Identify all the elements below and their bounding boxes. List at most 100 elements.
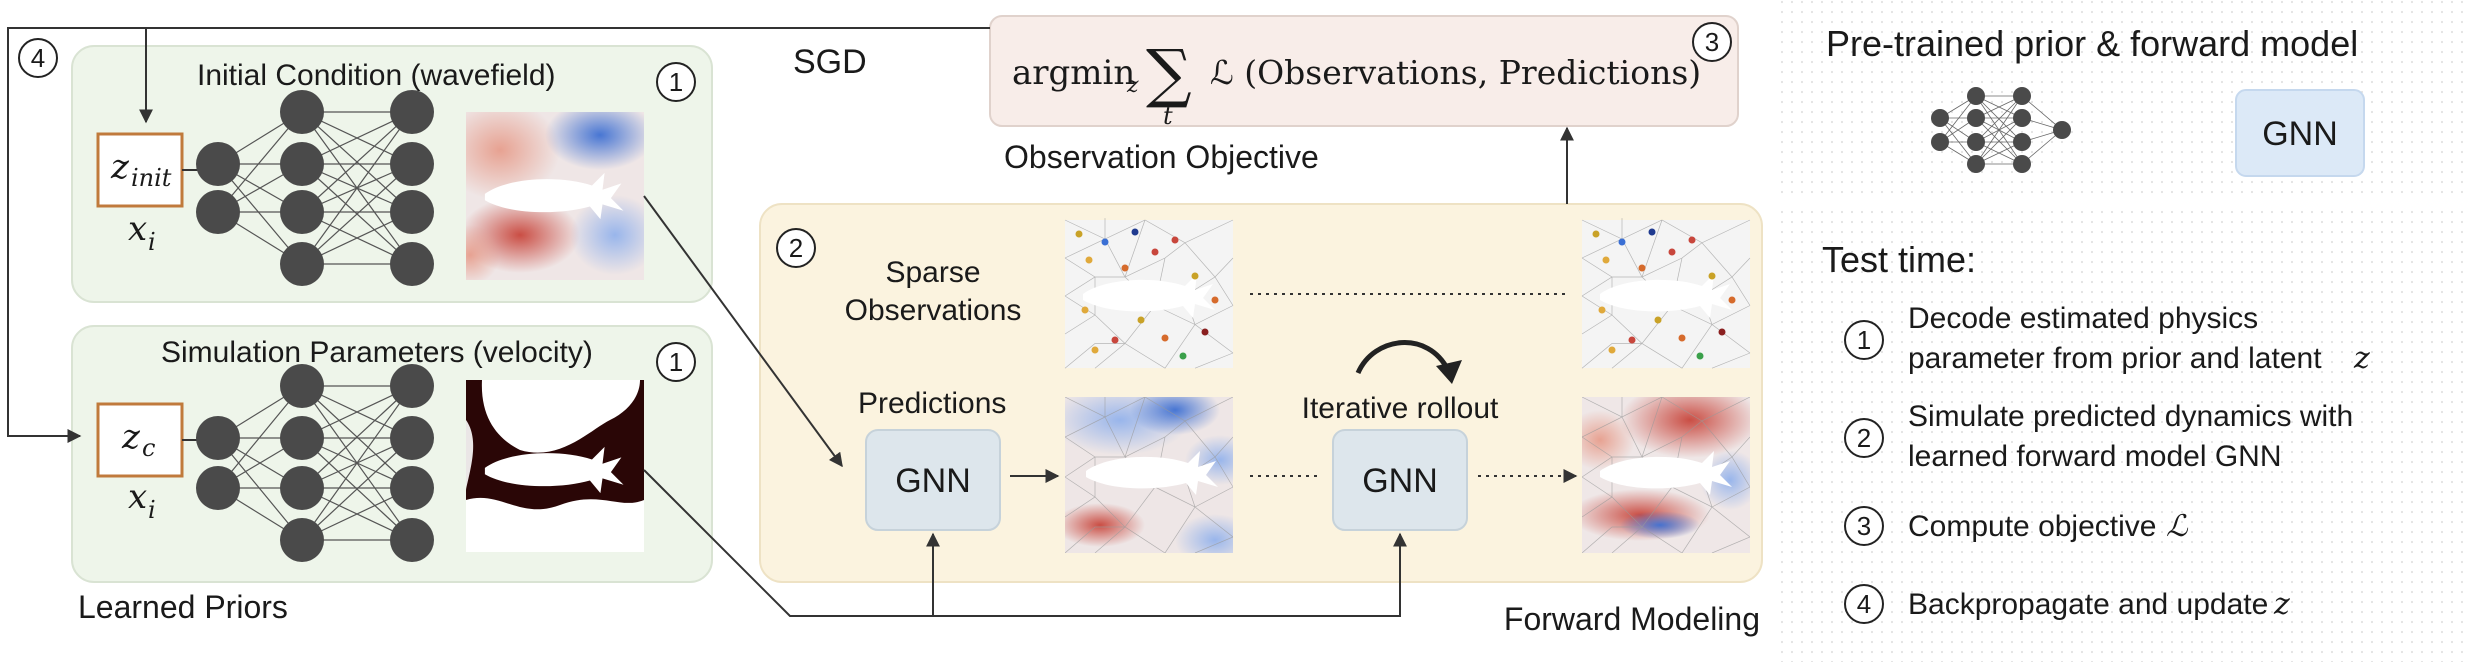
forward-modeling-label: Forward Modeling [1504, 601, 1760, 637]
step-1: 1 Decode estimated physics parameter fro… [1844, 302, 2370, 376]
network-node [1967, 133, 1985, 151]
step-2-line2: learned forward model GNN [1908, 440, 2282, 473]
step-4-marker: 4 [1857, 589, 1871, 619]
z-init-box [96, 132, 184, 208]
observation-point [1628, 336, 1636, 344]
network-edge [1939, 95, 1977, 143]
objective-formula: argmin z ∑ t ℒ (Observations, Prediction… [1012, 37, 1701, 130]
network-node [2013, 133, 2031, 151]
rollout-curve [1355, 340, 1451, 375]
observation-point [1728, 296, 1736, 304]
network-edge [1939, 117, 1977, 165]
network-edge [301, 385, 413, 489]
x-i-bottom: x [128, 477, 147, 517]
observation-point [1081, 306, 1089, 314]
wavefield-image [466, 112, 644, 280]
network-node [2013, 87, 2031, 105]
step-4-line1: Backpropagate and update [1908, 588, 2268, 621]
observation-point [1121, 264, 1129, 272]
objective-marker: 3 [1705, 27, 1719, 57]
rollout-arrowhead [1436, 360, 1462, 384]
step-2: 2 Simulate predicted dynamics with learn… [1844, 400, 2353, 473]
observation-point [1678, 334, 1686, 342]
z-c-symbol: z [121, 417, 141, 457]
network-node [280, 466, 324, 510]
initial-condition-title: Initial Condition (wavefield) [197, 59, 556, 92]
forward-modeling-panel [759, 203, 1763, 583]
observation-point [1648, 228, 1656, 236]
observation-point [1638, 264, 1646, 272]
observation-point [1101, 238, 1109, 246]
sidebar-gnn-label: GNN [2262, 115, 2338, 153]
sparse-observations-line2: Observations [845, 294, 1022, 327]
observation-point [1708, 272, 1716, 280]
network-edge [1975, 95, 2023, 143]
formula-z: z [1126, 73, 1139, 98]
sparse-observation-image-1 [1064, 217, 1234, 369]
network-edge [301, 111, 413, 213]
sparse-observation-image-2 [1581, 217, 1751, 369]
observation-point [1151, 248, 1159, 256]
step-3-math: ℒ [2166, 509, 2189, 544]
observation-point [1091, 346, 1099, 354]
network-edge [301, 437, 413, 541]
wavefield-to-predictions-arrow [643, 195, 843, 468]
observation-point [1688, 236, 1696, 244]
simulation-parameters-network [196, 364, 434, 562]
network-edge [1975, 117, 2023, 165]
forward-marker-circle [776, 228, 816, 268]
network-edge [301, 111, 413, 265]
network-node [390, 90, 434, 134]
sgd-label: SGD [793, 43, 867, 81]
network-node [280, 242, 324, 286]
network-node [196, 466, 240, 510]
observation-point [1201, 328, 1209, 336]
observation-point [1179, 352, 1187, 360]
x-i-top: x [128, 209, 147, 249]
network-node [280, 90, 324, 134]
gnn-left-box [865, 429, 1001, 531]
velocity-to-gnn-right-arrow [643, 469, 1407, 617]
prediction-image-2 [1582, 397, 1750, 553]
test-time-panel-bg [1774, 210, 2470, 662]
network-node [390, 190, 434, 234]
network-node [196, 142, 240, 186]
z-c-subscript: c [142, 434, 155, 462]
x-i-bottom-sub: i [148, 496, 156, 524]
forward-marker: 2 [789, 233, 803, 263]
z-init-subscript: init [131, 164, 172, 192]
network-node [196, 416, 240, 460]
gnn-right-box [1332, 429, 1468, 531]
observation-point [1171, 236, 1179, 244]
formula-argmin: argmin [1012, 53, 1135, 93]
z-c-box [96, 402, 184, 478]
predictions-label: Predictions [858, 387, 1006, 420]
learned-priors-label: Learned Priors [78, 589, 288, 625]
step-3: 3 Compute objective ℒ [1844, 506, 2189, 546]
step4-marker-circle [18, 38, 58, 78]
observation-point [1696, 352, 1704, 360]
network-edge [217, 385, 303, 489]
observation-point [1161, 334, 1169, 342]
observation-point [1131, 228, 1139, 236]
network-node [2053, 121, 2071, 139]
observation-point [1592, 230, 1600, 238]
network-node [280, 416, 324, 460]
ic-marker-circle [656, 62, 696, 102]
network-node [1967, 87, 1985, 105]
network-node [2013, 109, 2031, 127]
objective-panel [989, 15, 1739, 127]
objective-caption: Observation Objective [1004, 139, 1319, 175]
network-node [1931, 133, 1949, 151]
observation-point [1211, 296, 1219, 304]
step-1-line1: Decode estimated physics [1908, 302, 2258, 335]
step-1-marker: 1 [1857, 325, 1871, 355]
objective-marker-circle [1692, 22, 1732, 62]
initial-condition-network [196, 90, 434, 286]
step-1-math: z [2353, 341, 2370, 376]
network-node [280, 364, 324, 408]
mini-network-icon [1931, 87, 2071, 173]
observation-point [1085, 256, 1093, 264]
network-node [196, 190, 240, 234]
network-node [390, 466, 434, 510]
